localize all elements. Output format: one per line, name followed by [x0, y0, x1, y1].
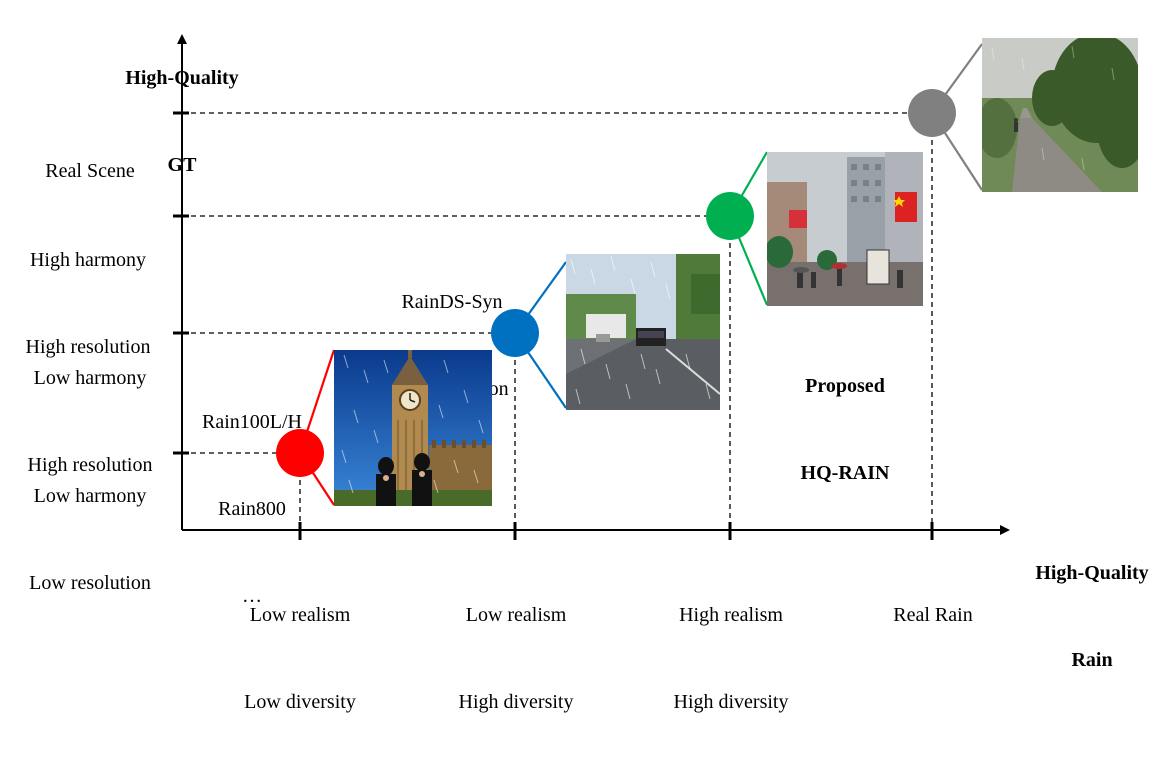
x-level-2-line2: High diversity — [458, 691, 574, 713]
axes-canvas — [173, 34, 1010, 540]
dataset-green-line1: Proposed — [805, 375, 885, 397]
y-level-4-line1: Real Scene — [45, 160, 135, 182]
marker-gray — [908, 89, 956, 137]
marker-red — [276, 429, 324, 477]
x-level-4-line1: Real Rain — [893, 604, 973, 626]
dataset-green-line2: HQ-RAIN — [800, 462, 890, 484]
y-level-1-line2: Low resolution — [29, 572, 151, 594]
y-level-2-line2: High resolution — [27, 454, 153, 476]
dataset-red-line2: Rain800 — [218, 498, 286, 520]
marker-blue — [491, 309, 539, 357]
x-ticks — [298, 522, 934, 540]
y-axis-title-line2: GT — [167, 154, 197, 176]
x-level-2-line1: Low realism — [465, 604, 567, 626]
y-level-label-1: Low harmony Low resolution — [6, 424, 174, 656]
dataset-blue-line1: RainDS-Syn — [401, 291, 503, 313]
y-level-1-line1: Low harmony — [33, 485, 147, 507]
y-axis-title-line1: High-Quality — [125, 67, 239, 89]
big-ben-synthetic-rain-image — [334, 350, 492, 506]
y-level-3-line1: High harmony — [29, 249, 147, 271]
y-ticks — [173, 111, 189, 455]
dataset-label-red: Rain100L/H Rain800 … — [172, 350, 332, 669]
x-level-label-2: Low realism High diversity — [436, 543, 596, 775]
y-level-label-4: Real Scene — [6, 99, 174, 244]
y-level-label-2: Low harmony High resolution — [6, 306, 174, 538]
marker-green — [706, 192, 754, 240]
dataset-label-green: Proposed HQ-RAIN — [765, 314, 925, 546]
x-level-3-line2: High diversity — [673, 691, 789, 713]
y-level-label-3: High harmony High resolution — [4, 188, 172, 420]
road-synthetic-rain-image — [566, 254, 720, 410]
real-rain-path-image — [982, 38, 1138, 192]
x-level-3-line1: High realism — [679, 604, 783, 626]
diagram: High-Quality GT High-Quality Rain Low ha… — [4, 6, 1149, 713]
dataset-red-line1: Rain100L/H — [202, 411, 302, 433]
x-level-1-line2: Low diversity — [244, 691, 356, 713]
y-level-2-line1: Low harmony — [33, 367, 147, 389]
x-level-label-3: High realism High diversity — [651, 543, 811, 775]
x-axis-title-line2: Rain — [1071, 649, 1113, 671]
guide-lines — [182, 112, 933, 530]
x-axis-title-line1: High-Quality — [1035, 562, 1149, 584]
y-axis-title: High-Quality GT — [102, 6, 262, 238]
city-street-rain-image — [767, 152, 923, 306]
x-level-label-4: Real Rain — [853, 543, 1013, 688]
x-axis-title: High-Quality Rain — [1012, 501, 1172, 733]
dataset-red-line3: … — [242, 585, 262, 607]
y-level-3-line2: High resolution — [25, 336, 151, 358]
